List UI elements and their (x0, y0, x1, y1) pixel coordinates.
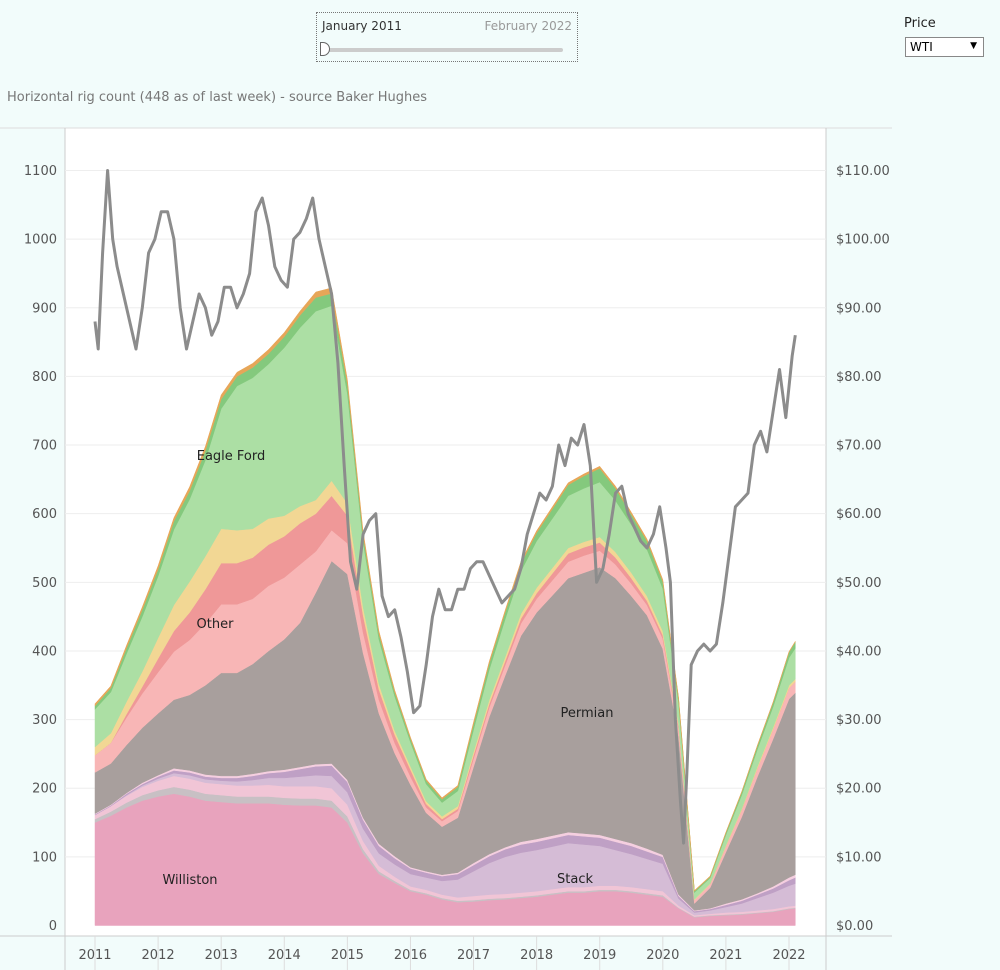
price-dropdown-value: WTI (910, 40, 933, 54)
label-stack: Stack (557, 872, 593, 887)
y-tick-label: 600 (32, 507, 57, 522)
y2-tick-label: $0.00 (836, 919, 873, 934)
y2-tick-label: $50.00 (836, 576, 882, 591)
y2-tick-label: $100.00 (836, 233, 890, 248)
y-tick-label: 500 (32, 576, 57, 591)
x-tick-label: 2018 (520, 948, 553, 963)
y2-tick-label: $70.00 (836, 439, 882, 454)
price-label: Price (904, 16, 936, 31)
slider-handle[interactable] (320, 42, 330, 56)
slider-end-label: February 2022 (484, 19, 572, 33)
x-tick-label: 2017 (457, 948, 490, 963)
slider-start-label: January 2011 (322, 19, 402, 33)
price-dropdown[interactable]: WTI ▼ (905, 37, 984, 57)
label-williston: Williston (162, 873, 217, 888)
x-tick-label: 2014 (268, 948, 301, 963)
x-tick-label: 2012 (142, 948, 175, 963)
y2-tick-label: $40.00 (836, 644, 882, 659)
y-tick-label: 900 (32, 301, 57, 316)
y-tick-label: 800 (32, 370, 57, 385)
y2-tick-label: $90.00 (836, 301, 882, 316)
x-tick-label: 2013 (205, 948, 238, 963)
label-permian: Permian (561, 706, 614, 721)
y2-axis-ticks: $0.00 $10.00 $20.00 $30.00 $40.00 $50.00 $60.0… (836, 164, 890, 934)
stacked-areas (94, 287, 796, 926)
y-tick-label: 200 (32, 782, 57, 797)
chevron-down-icon: ▼ (970, 41, 977, 51)
x-tick-label: 2019 (583, 948, 616, 963)
y-tick-label: 1100 (24, 164, 57, 179)
y2-tick-label: $30.00 (836, 713, 882, 728)
price-line-wti (93, 169, 797, 845)
y-tick-label: 300 (32, 713, 57, 728)
x-tick-label: 2011 (78, 948, 111, 963)
x-tick-label: 2022 (772, 948, 805, 963)
right-panel-background (892, 128, 1000, 970)
y-tick-label: 700 (32, 439, 57, 454)
y-tick-label: 400 (32, 644, 57, 659)
chart-title: Horizontal rig count (448 as of last wee… (7, 90, 427, 105)
price-line-layer (93, 169, 797, 845)
y-axis-ticks: 0 100 200 300 400 500 600 700 800 900 1000 1100 (24, 164, 57, 934)
x-tick-label: 2020 (646, 948, 679, 963)
y-tick-label: 1000 (24, 233, 57, 248)
x-tick-label: 2015 (331, 948, 364, 963)
area-band (94, 287, 796, 892)
y2-tick-label: $20.00 (836, 782, 882, 797)
y-tick-label: 0 (49, 919, 57, 934)
label-eagle-ford: Eagle Ford (197, 449, 266, 464)
y2-tick-label: $60.00 (836, 507, 882, 522)
x-tick-label: 2016 (394, 948, 427, 963)
y2-tick-label: $80.00 (836, 370, 882, 385)
slider-track[interactable] (327, 48, 563, 52)
x-tick-label: 2021 (709, 948, 742, 963)
y2-tick-label: $10.00 (836, 850, 882, 865)
y-tick-label: 100 (32, 850, 57, 865)
y2-tick-label: $110.00 (836, 164, 890, 179)
x-axis-ticks: 2011 2012 2013 2014 2015 2016 2017 2018 2019 2020… (78, 936, 806, 970)
label-other: Other (197, 617, 235, 632)
date-range-slider[interactable]: January 2011 February 2022 (316, 12, 578, 62)
